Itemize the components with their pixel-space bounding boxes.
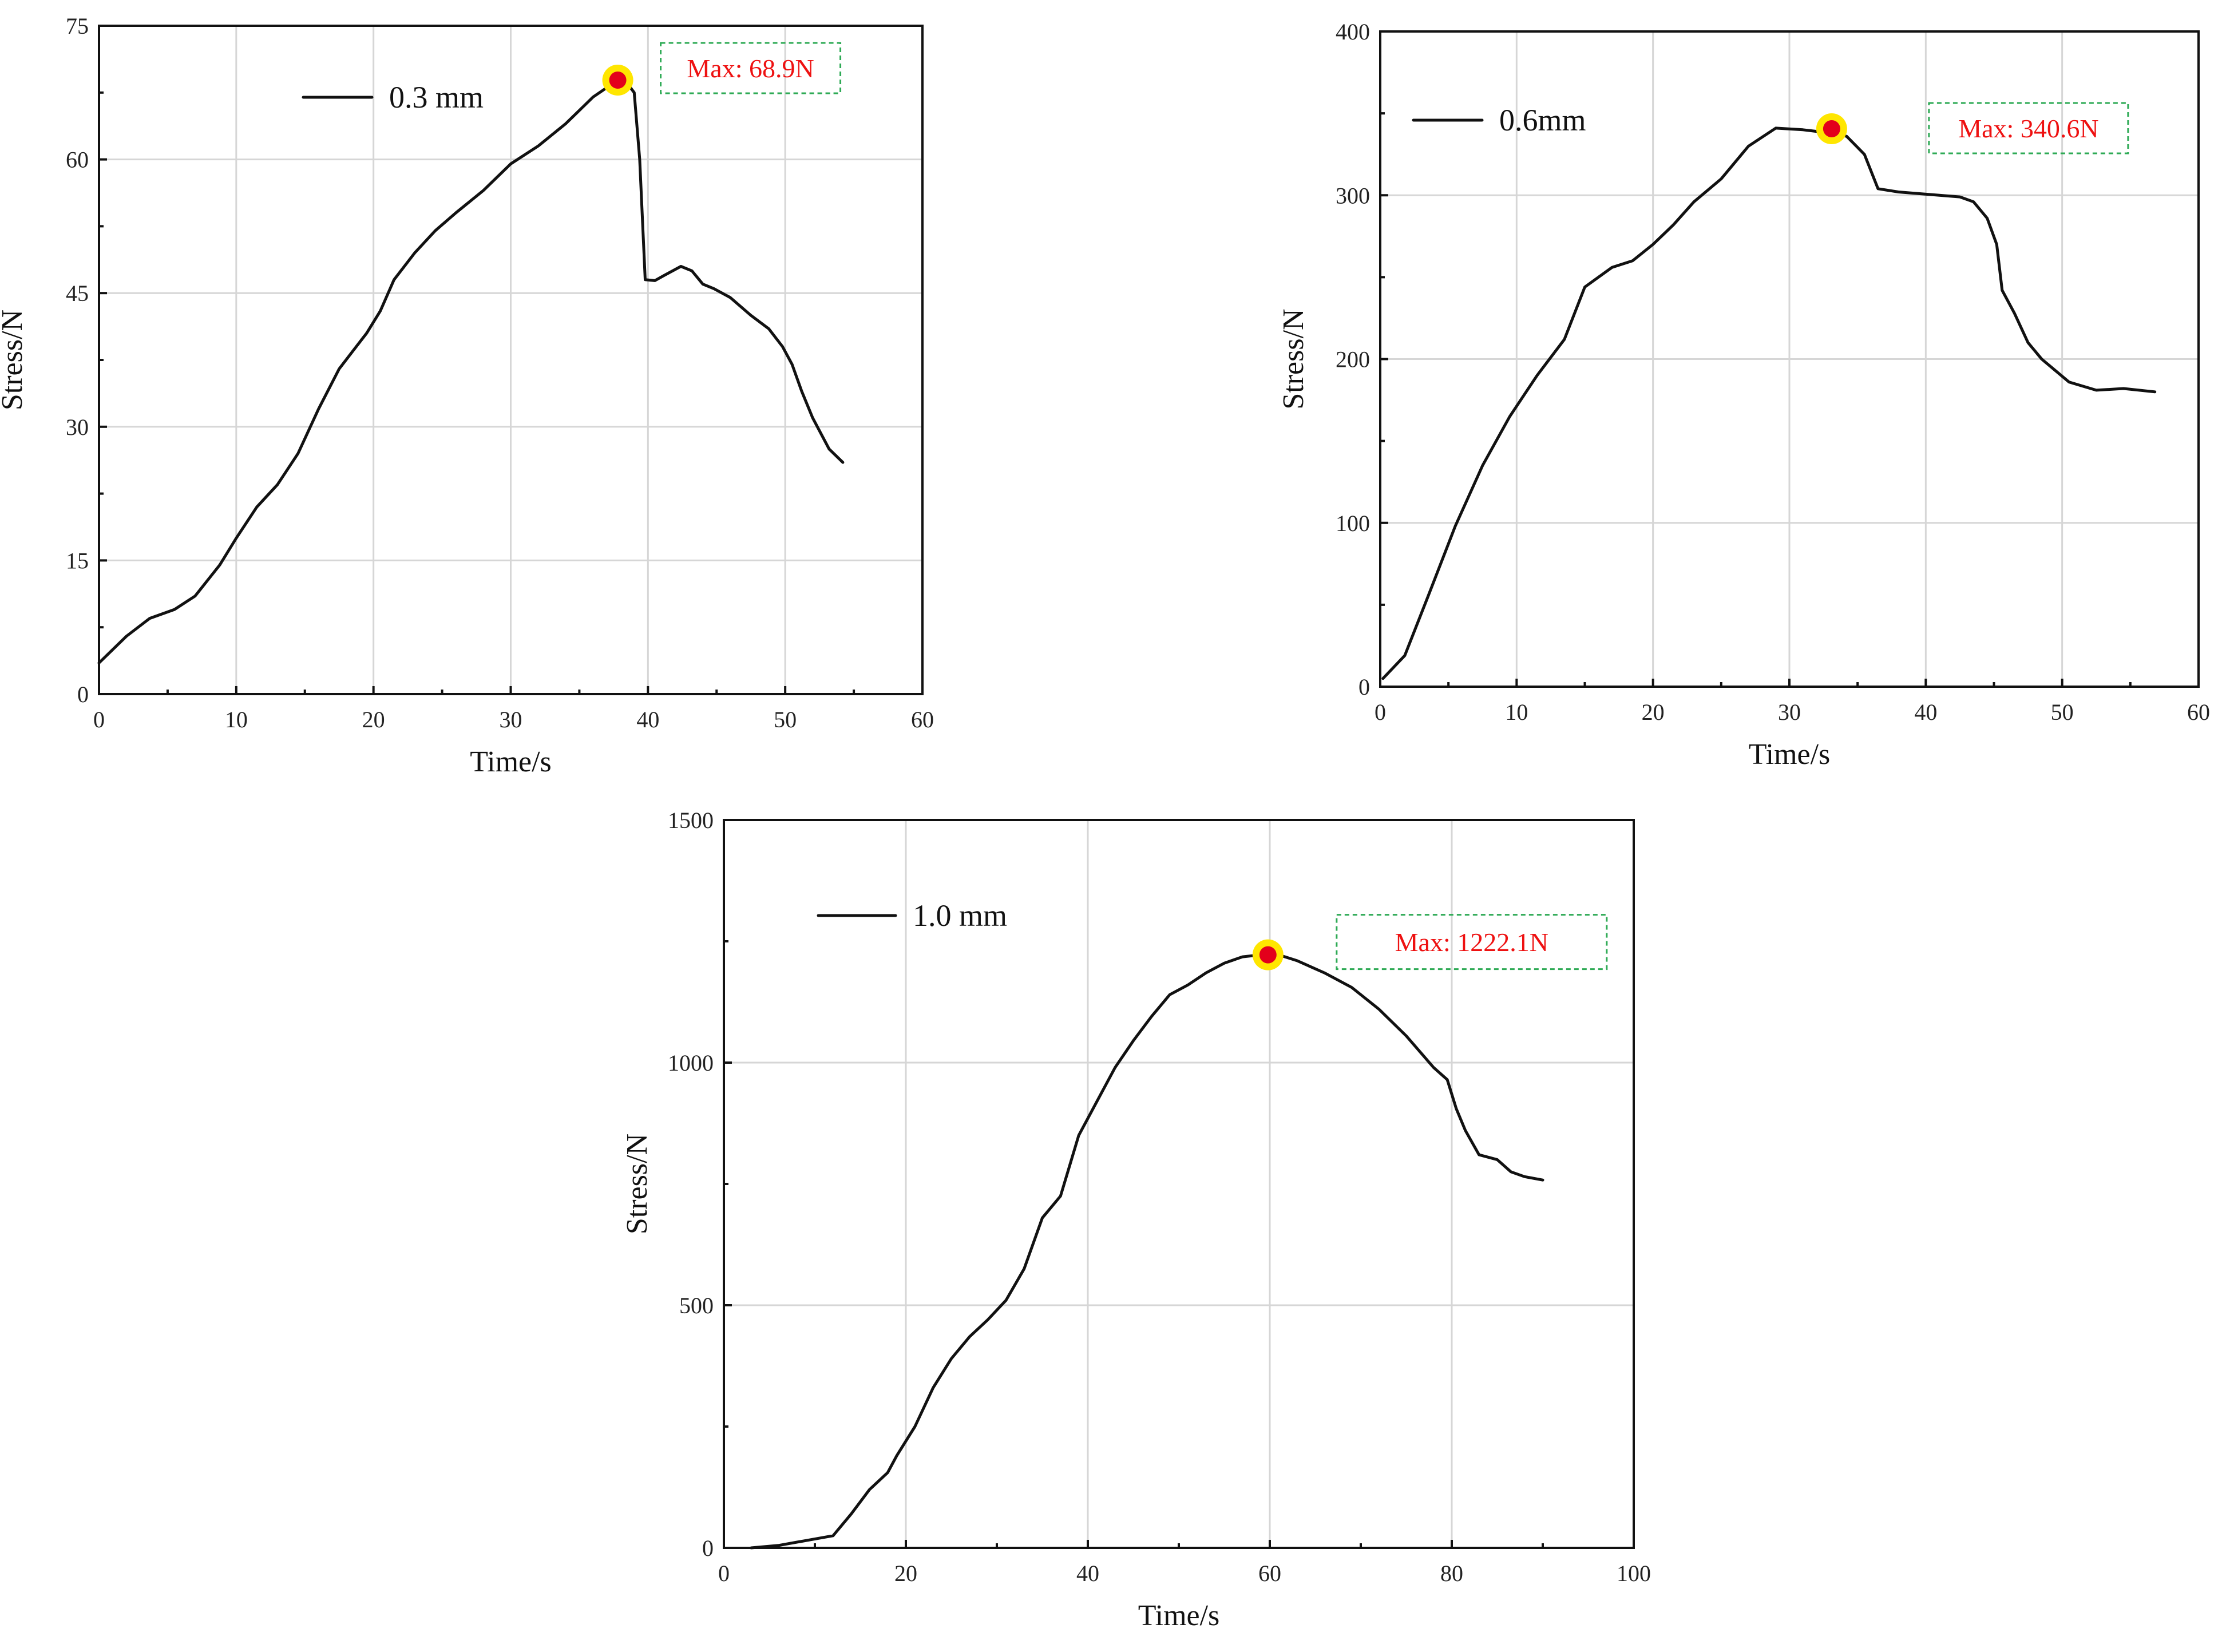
chart-0-legend-label: 0.3 mm <box>389 80 484 114</box>
chart-1-x-tick-label-2: 20 <box>1642 699 1665 725</box>
chart-2-legend-label: 1.0 mm <box>913 898 1007 933</box>
chart-1-x-tick-label-3: 30 <box>1778 699 1801 725</box>
chart-0-y-tick-label-1: 15 <box>66 548 89 573</box>
chart-0-y-tick-label-4: 60 <box>66 147 89 173</box>
chart-1-x-tick-label-1: 10 <box>1505 699 1528 725</box>
chart-1-y-tick-label-2: 200 <box>1336 347 1370 373</box>
chart-0-max-annotation: Max: 68.9N <box>687 54 814 83</box>
chart-1-y-tick-label-1: 100 <box>1336 510 1370 536</box>
chart-1-y-tick-label-4: 400 <box>1336 19 1370 45</box>
chart-1-series-line <box>1381 126 2157 680</box>
chart-0-y-tick-label-0: 0 <box>77 682 89 707</box>
chart-1-max-annotation-box <box>1928 102 2129 154</box>
chart-0-max-marker <box>609 71 627 89</box>
chart-1-grid <box>1380 31 2199 687</box>
chart-2-y-tick-label-0: 0 <box>702 1535 714 1561</box>
chart-1-y-axis-title: Stress/N <box>1277 308 1310 409</box>
chart-0-x-tick-label-5: 50 <box>774 707 797 732</box>
chart-2-y-tick-label-3: 1500 <box>668 807 714 833</box>
chart-0-y-axis-title: Stress/N <box>0 310 29 410</box>
chart-2-max-annotation: Max: 1222.1N <box>1395 928 1548 957</box>
chart-2-x-tick-label-5: 100 <box>1617 1560 1651 1586</box>
chart-2-x-tick-label-4: 80 <box>1440 1560 1463 1586</box>
chart-0-y-tick-label-3: 45 <box>66 280 89 306</box>
chart-1-x-tick-label-5: 50 <box>2051 699 2074 725</box>
chart-2-max-marker <box>1259 946 1277 964</box>
chart-0-y-tick-label-5: 75 <box>66 13 89 39</box>
chart-0-x-tick-label-1: 10 <box>225 707 248 732</box>
chart-0-x-tick-label-0: 0 <box>93 707 105 732</box>
chart-2-x-tick-label-0: 0 <box>718 1560 730 1586</box>
chart-1-y-tick-label-3: 300 <box>1336 183 1370 208</box>
chart-1-x-axis-title: Time/s <box>1749 738 1831 771</box>
chart-0-x-tick-label-6: 60 <box>911 707 934 732</box>
chart-0-x-axis-title: Time/s <box>470 746 552 778</box>
chart-2-series-line <box>750 953 1544 1550</box>
chart-2-y-tick-label-1: 500 <box>679 1293 714 1318</box>
chart-0-3mm: 0 10 20 30 40 50 60 0 15 30 45 60 75 Time/s Stress/N… <box>0 13 934 778</box>
chart-1-legend-label: 0.6mm <box>1499 103 1586 137</box>
chart-2-x-tick-label-3: 60 <box>1258 1560 1281 1586</box>
chart-0-ticks: 0 10 20 30 40 50 60 0 15 30 45 60 75 <box>66 13 934 732</box>
chart-0-x-tick-label-2: 20 <box>362 707 385 732</box>
chart-2-max-annotation-box <box>1336 914 1608 970</box>
chart-1-x-tick-label-0: 0 <box>1375 699 1386 725</box>
chart-1-max-annotation: Max: 340.6N <box>1958 114 2098 143</box>
chart-0-x-tick-label-4: 40 <box>636 707 659 732</box>
chart-1-x-tick-label-4: 40 <box>1914 699 1937 725</box>
chart-0-6mm: 0 10 20 30 40 50 60 0 100 200 300 400 Time/s Stress… <box>1277 19 2210 771</box>
chart-2-y-tick-label-2: 1000 <box>668 1050 714 1076</box>
chart-1-ticks: 0 10 20 30 40 50 60 0 100 200 300 400 <box>1336 19 2210 725</box>
chart-0-x-tick-label-3: 30 <box>500 707 522 732</box>
chart-1-y-tick-label-0: 0 <box>1358 674 1370 700</box>
chart-1-max-marker <box>1823 120 1840 138</box>
chart-2-x-axis-title: Time/s <box>1138 1599 1220 1632</box>
chart-2-y-axis-title: Stress/N <box>621 1134 653 1234</box>
chart-1-x-tick-label-6: 60 <box>2187 699 2210 725</box>
chart-0-grid <box>99 26 922 694</box>
chart-0-max-annotation-box <box>660 42 842 94</box>
chart-2-x-tick-label-2: 40 <box>1076 1560 1099 1586</box>
chart-2-x-tick-label-1: 20 <box>894 1560 917 1586</box>
chart-0-y-tick-label-2: 30 <box>66 414 89 440</box>
chart-0-series-line <box>97 78 845 664</box>
